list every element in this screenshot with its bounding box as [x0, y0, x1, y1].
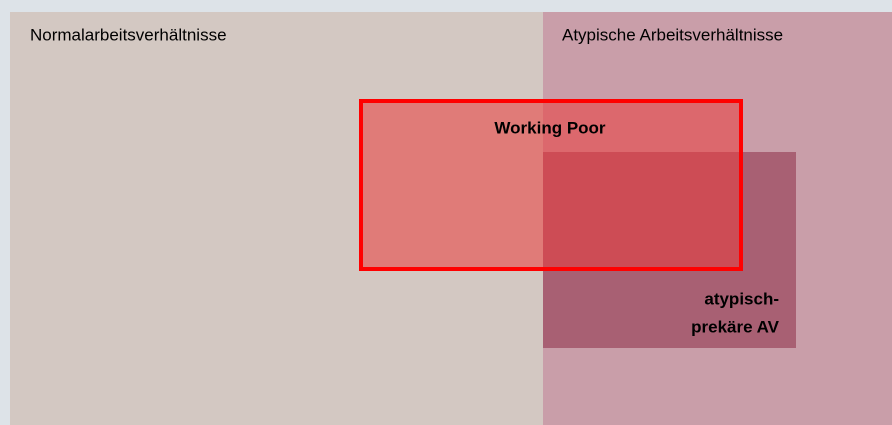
precarious-label-line: atypisch-	[704, 289, 779, 308]
precarious-label-line: prekäre AV	[691, 317, 780, 336]
working-poor-box	[359, 99, 743, 271]
atypical-label: Atypische Arbeitsverhältnisse	[562, 25, 783, 44]
working-poor-label: Working Poor	[494, 118, 606, 137]
normal-label: Normalarbeitsverhältnisse	[30, 25, 227, 44]
